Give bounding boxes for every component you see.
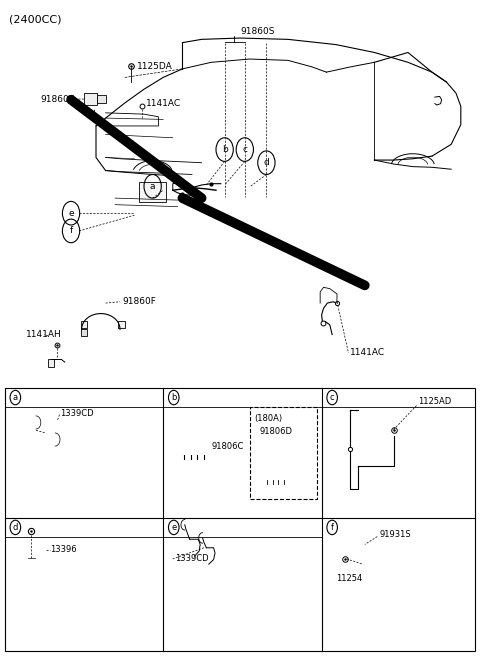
Text: 1125AD: 1125AD [418, 397, 451, 406]
Bar [118, 321, 125, 328]
Text: 91806C: 91806C [211, 441, 243, 451]
Text: c: c [330, 393, 335, 402]
Bar [264, 446, 290, 464]
Bar [97, 95, 106, 103]
Circle shape [384, 545, 390, 553]
Bar [180, 436, 209, 455]
Text: 1141AC: 1141AC [146, 99, 181, 108]
Text: b: b [222, 145, 228, 154]
Text: 1125DA: 1125DA [137, 62, 172, 72]
Text: 91806D: 91806D [259, 427, 292, 436]
Text: 1339CD: 1339CD [60, 409, 94, 418]
Text: f: f [70, 226, 72, 236]
Text: d: d [264, 158, 269, 167]
Bar [32, 572, 38, 577]
Bar [26, 416, 36, 430]
Bar [46, 433, 55, 447]
Bar [187, 409, 202, 417]
Text: 91860F: 91860F [122, 297, 156, 306]
Text: 91860S: 91860S [240, 27, 275, 36]
Text: 91931S: 91931S [379, 530, 411, 539]
Bar [139, 182, 166, 202]
Text: e: e [171, 523, 176, 532]
Bar [5, 388, 475, 651]
Bar [84, 93, 97, 105]
Bar [364, 539, 395, 579]
Bar [81, 329, 87, 336]
Bar [359, 554, 365, 562]
Text: 91860E: 91860E [41, 95, 75, 104]
Bar [264, 464, 290, 480]
Text: c: c [242, 145, 247, 154]
Text: a: a [150, 182, 156, 191]
Text: a: a [13, 393, 18, 402]
Text: b: b [171, 393, 177, 402]
Text: 1141AH: 1141AH [26, 330, 62, 339]
Text: f: f [331, 523, 334, 532]
Bar [81, 321, 87, 328]
Text: 1141AC: 1141AC [350, 348, 385, 358]
Text: e: e [68, 209, 74, 218]
Text: 11254: 11254 [336, 574, 362, 583]
Text: 1339CD: 1339CD [175, 554, 209, 564]
Bar [250, 407, 317, 499]
Bar [269, 440, 281, 446]
Text: d: d [12, 523, 18, 532]
Text: (180A): (180A) [254, 414, 283, 423]
Text: (2400CC): (2400CC) [9, 14, 61, 24]
Text: 13396: 13396 [50, 545, 77, 554]
Bar [180, 417, 209, 436]
Bar [23, 571, 32, 579]
Circle shape [368, 545, 374, 553]
Circle shape [368, 562, 374, 569]
Bar [48, 359, 54, 367]
